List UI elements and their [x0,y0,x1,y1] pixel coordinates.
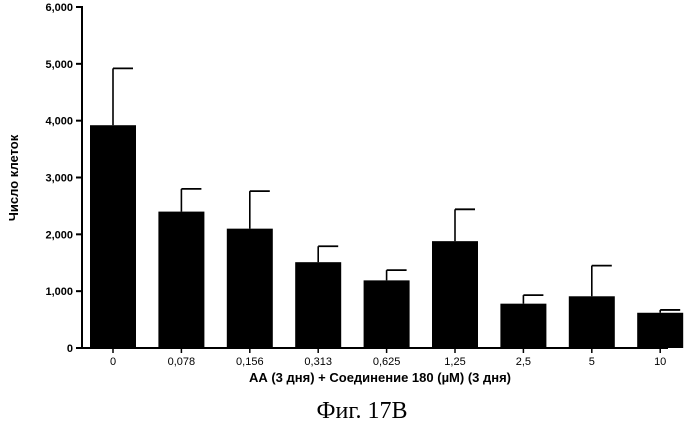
y-tick-label: 2,000 [45,229,73,241]
bar [158,212,204,348]
x-tick-label: 0,156 [236,356,264,368]
y-axis: 0 1,000 2,000 3,000 4,000 5,000 6,000 [45,2,82,355]
bar [227,229,273,348]
y-tick-label: 4,000 [45,116,73,128]
x-tick-label: 0 [110,356,116,368]
bar [432,241,478,348]
bar [364,280,410,348]
x-tick-label: 5 [589,356,595,368]
bars [90,125,683,348]
y-tick-label: 5,000 [45,59,73,71]
y-tick-label: 3,000 [45,173,73,185]
bar [90,125,136,348]
y-tick-label: 6,000 [45,2,73,14]
x-axis-title: АА (3 дня) + Соединение 180 (µM) (3 дня) [249,370,511,385]
bar [500,304,546,348]
x-tick-label: 0,313 [304,356,332,368]
x-tick-label: 0,625 [373,356,401,368]
bar [637,313,683,348]
x-tick-label: 10 [654,356,666,368]
x-axis: 0 0,078 0,156 0,313 0,625 1,25 2,5 5 10 [81,348,668,368]
bar [295,262,341,348]
figure-caption: Фиг. 17В [317,398,408,424]
x-tick-label: 2,5 [516,356,531,368]
y-tick-label: 1,000 [45,286,73,298]
y-axis-title: Число клеток [6,134,21,221]
bar [569,296,615,348]
y-tick-label: 0 [67,343,73,355]
x-tick-label: 1,25 [444,356,465,368]
x-tick-label: 0,078 [168,356,196,368]
bar-chart: 0 1,000 2,000 3,000 4,000 5,000 6,000 0 0,078 0,… [0,0,699,427]
